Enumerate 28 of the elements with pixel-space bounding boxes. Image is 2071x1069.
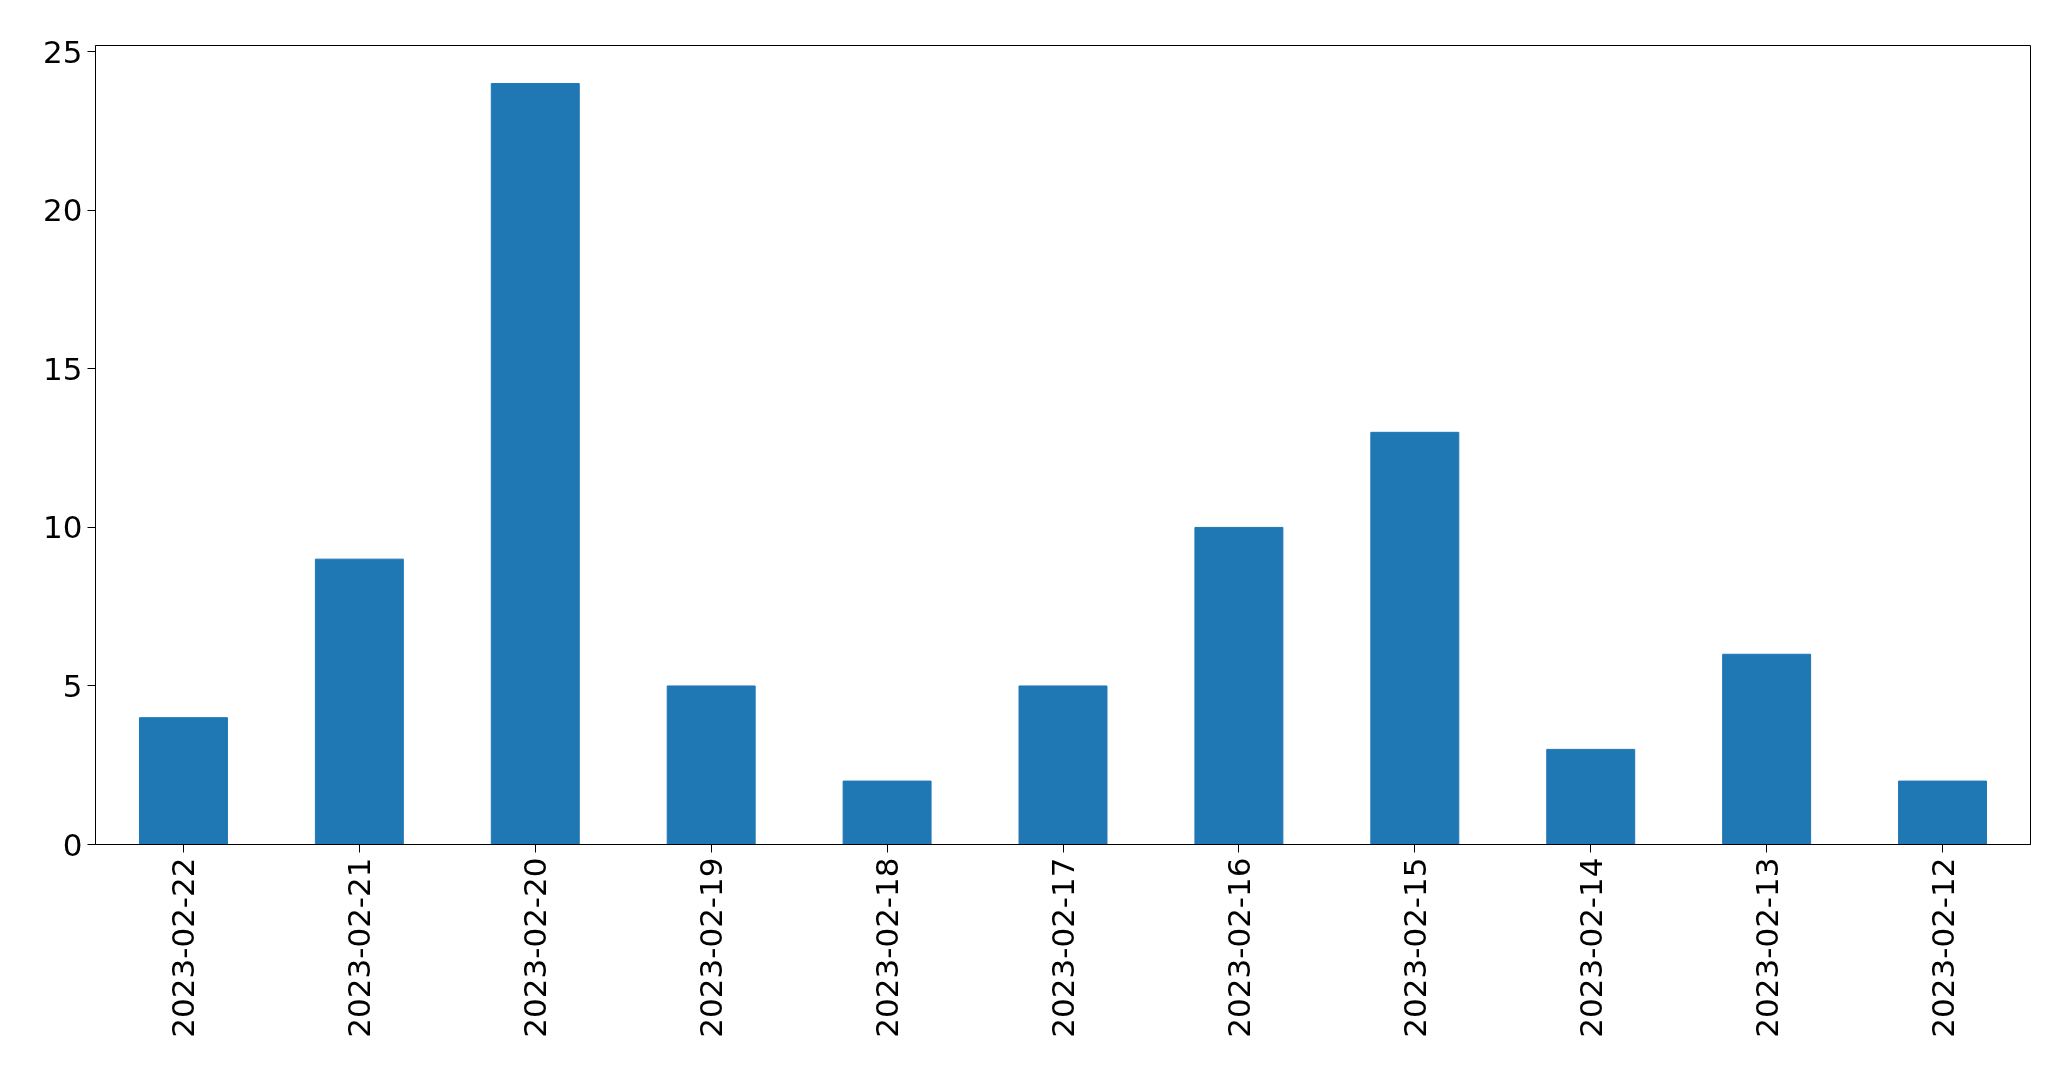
y-tick-label: 20 bbox=[43, 192, 83, 229]
bar bbox=[666, 685, 756, 845]
bar bbox=[1370, 431, 1460, 845]
x-tick-label: 2023-02-12 bbox=[1924, 857, 1961, 1038]
x-tick-label: 2023-02-16 bbox=[1220, 857, 1257, 1038]
bar bbox=[314, 558, 404, 845]
y-tick-label: 0 bbox=[62, 826, 83, 863]
bar bbox=[138, 717, 228, 845]
bar bbox=[842, 780, 932, 845]
x-tick-label: 2023-02-20 bbox=[517, 857, 554, 1038]
bar bbox=[1722, 653, 1812, 845]
x-tick-label: 2023-02-14 bbox=[1572, 857, 1609, 1038]
y-tick-label: 10 bbox=[43, 509, 83, 546]
y-tick-label: 5 bbox=[62, 667, 83, 704]
x-tick-label: 2023-02-18 bbox=[869, 857, 906, 1038]
x-tick-label: 2023-02-15 bbox=[1396, 857, 1433, 1038]
bar bbox=[1898, 780, 1988, 845]
bar bbox=[1018, 685, 1108, 845]
bar bbox=[1546, 748, 1636, 845]
y-tick-label: 15 bbox=[43, 350, 83, 387]
x-tick-label: 2023-02-17 bbox=[1045, 857, 1081, 1038]
bar bbox=[1194, 526, 1284, 845]
bar bbox=[490, 83, 580, 845]
x-tick-label: 2023-02-21 bbox=[341, 857, 378, 1038]
y-tick-label: 25 bbox=[43, 33, 83, 70]
x-tick-label: 2023-02-13 bbox=[1748, 857, 1785, 1038]
x-tick-label: 2023-02-19 bbox=[693, 857, 730, 1038]
x-tick-label: 2023-02-22 bbox=[165, 857, 202, 1038]
